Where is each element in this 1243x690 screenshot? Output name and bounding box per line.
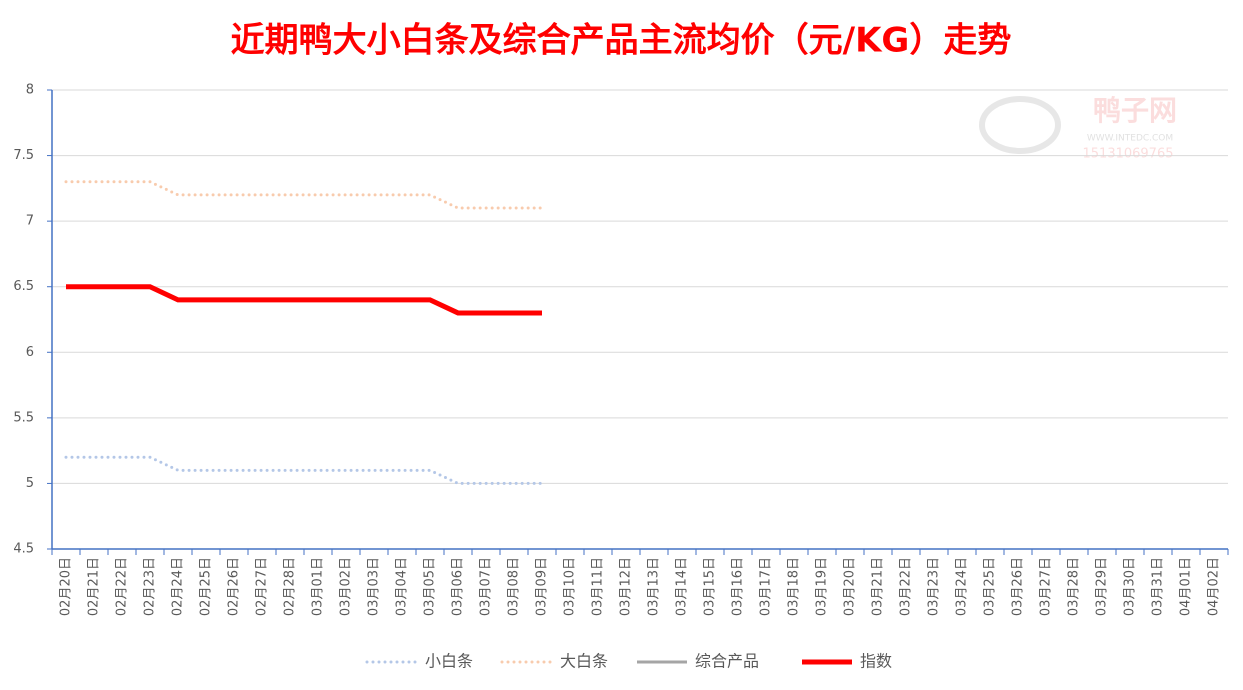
watermark: 鸭子网 WWW.INTEDC.COM 15131069765 bbox=[979, 94, 1177, 162]
x-tick-label: 03月30日 bbox=[1123, 557, 1138, 616]
y-tick-label: 6.5 bbox=[13, 279, 34, 294]
x-tick-label: 04月01日 bbox=[1179, 557, 1194, 616]
watermark-text: 鸭子网 bbox=[1093, 94, 1177, 127]
x-tick-label: 03月29日 bbox=[1095, 557, 1110, 616]
series-line bbox=[64, 455, 544, 485]
x-tick-label: 03月18日 bbox=[787, 557, 802, 616]
legend-label: 指数 bbox=[860, 652, 892, 671]
y-tick-label: 5 bbox=[26, 476, 34, 491]
y-tick-label: 5.5 bbox=[13, 410, 34, 425]
x-tick-label: 03月12日 bbox=[619, 557, 634, 616]
x-tick-label: 03月11日 bbox=[591, 557, 606, 616]
x-tick-label: 03月02日 bbox=[339, 557, 354, 616]
x-tick-label: 03月15日 bbox=[703, 557, 718, 616]
y-tick-label: 8 bbox=[26, 83, 34, 98]
x-tick-label: 02月22日 bbox=[115, 557, 130, 616]
series-line bbox=[64, 180, 544, 210]
x-tick-label: 03月27日 bbox=[1039, 557, 1054, 616]
x-tick-label: 03月20日 bbox=[843, 557, 858, 616]
x-tick-label: 03月10日 bbox=[563, 557, 578, 616]
legend-label: 大白条 bbox=[560, 652, 608, 671]
x-tick-label: 03月22日 bbox=[899, 557, 914, 616]
x-tick-label: 02月24日 bbox=[171, 557, 186, 616]
x-tick-label: 03月19日 bbox=[815, 557, 830, 616]
x-tick-label: 03月21日 bbox=[871, 557, 886, 616]
y-tick-label: 4.5 bbox=[13, 542, 34, 557]
x-tick-label: 03月09日 bbox=[535, 557, 550, 616]
y-tick-label: 6 bbox=[26, 345, 34, 360]
x-tick-label: 03月31日 bbox=[1151, 557, 1166, 616]
x-tick-label: 03月13日 bbox=[647, 557, 662, 616]
x-tick-label: 02月28日 bbox=[283, 557, 298, 616]
x-tick-label: 02月26日 bbox=[227, 557, 242, 616]
x-tick-label: 03月03日 bbox=[367, 557, 382, 616]
x-tick-label: 03月26日 bbox=[1011, 557, 1026, 616]
x-tick-label: 03月05日 bbox=[423, 557, 438, 616]
x-tick-label: 04月02日 bbox=[1207, 557, 1222, 616]
y-tick-label: 7.5 bbox=[13, 148, 34, 163]
x-tick-label: 02月20日 bbox=[59, 557, 74, 616]
x-tick-label: 03月14日 bbox=[675, 557, 690, 616]
watermark-text: 15131069765 bbox=[1083, 147, 1174, 162]
watermark-text: WWW.INTEDC.COM bbox=[1087, 134, 1173, 144]
y-tick-label: 7 bbox=[26, 214, 34, 229]
x-tick-label: 02月23日 bbox=[143, 557, 158, 616]
x-tick-label: 02月21日 bbox=[87, 557, 102, 616]
watermark-logo bbox=[979, 96, 1061, 154]
x-tick-label: 03月07日 bbox=[479, 557, 494, 616]
x-tick-label: 03月04日 bbox=[395, 557, 410, 616]
x-tick-label: 03月28日 bbox=[1067, 557, 1082, 616]
x-tick-label: 03月06日 bbox=[451, 557, 466, 616]
legend-label: 小白条 bbox=[425, 652, 473, 671]
x-tick-label: 03月25日 bbox=[983, 557, 998, 616]
legend-label: 综合产品 bbox=[695, 652, 759, 671]
x-tick-label: 03月24日 bbox=[955, 557, 970, 616]
chart-title: 近期鸭大小白条及综合产品主流均价（元/KG）走势 bbox=[231, 21, 1012, 61]
x-tick-label: 03月01日 bbox=[311, 557, 326, 616]
x-tick-label: 03月16日 bbox=[731, 557, 746, 616]
x-tick-label: 03月17日 bbox=[759, 557, 774, 616]
series-line bbox=[66, 284, 542, 316]
x-tick-label: 03月08日 bbox=[507, 557, 522, 616]
x-tick-label: 02月25日 bbox=[199, 557, 214, 616]
x-tick-label: 03月23日 bbox=[927, 557, 942, 616]
x-tick-label: 02月27日 bbox=[255, 557, 270, 616]
